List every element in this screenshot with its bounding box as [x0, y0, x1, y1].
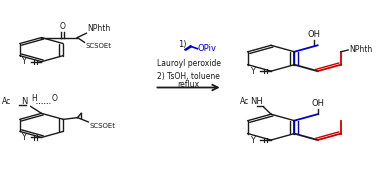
- Text: SCSOEt: SCSOEt: [89, 123, 115, 129]
- Text: Y: Y: [21, 57, 26, 66]
- Text: 1): 1): [178, 40, 186, 49]
- Text: NPhth: NPhth: [87, 24, 110, 33]
- Text: Lauroyl peroxide: Lauroyl peroxide: [156, 59, 221, 68]
- Text: OPiv: OPiv: [198, 44, 217, 53]
- Text: NPhth: NPhth: [349, 45, 372, 54]
- Text: N: N: [21, 97, 27, 106]
- Text: SCSOEt: SCSOEt: [85, 43, 111, 49]
- Text: Ac: Ac: [2, 97, 11, 106]
- Text: OH: OH: [311, 99, 324, 108]
- Text: 2) TsOH, toluene: 2) TsOH, toluene: [157, 72, 220, 81]
- Text: reflux: reflux: [178, 80, 199, 89]
- Text: Y: Y: [250, 67, 255, 76]
- Text: O: O: [59, 22, 65, 31]
- Text: Ac: Ac: [240, 97, 250, 106]
- Text: NH: NH: [250, 97, 263, 106]
- Text: O: O: [52, 94, 57, 103]
- Text: Y: Y: [250, 135, 255, 145]
- Text: OH: OH: [308, 30, 320, 39]
- Text: Y: Y: [21, 133, 26, 142]
- Text: H: H: [31, 94, 37, 103]
